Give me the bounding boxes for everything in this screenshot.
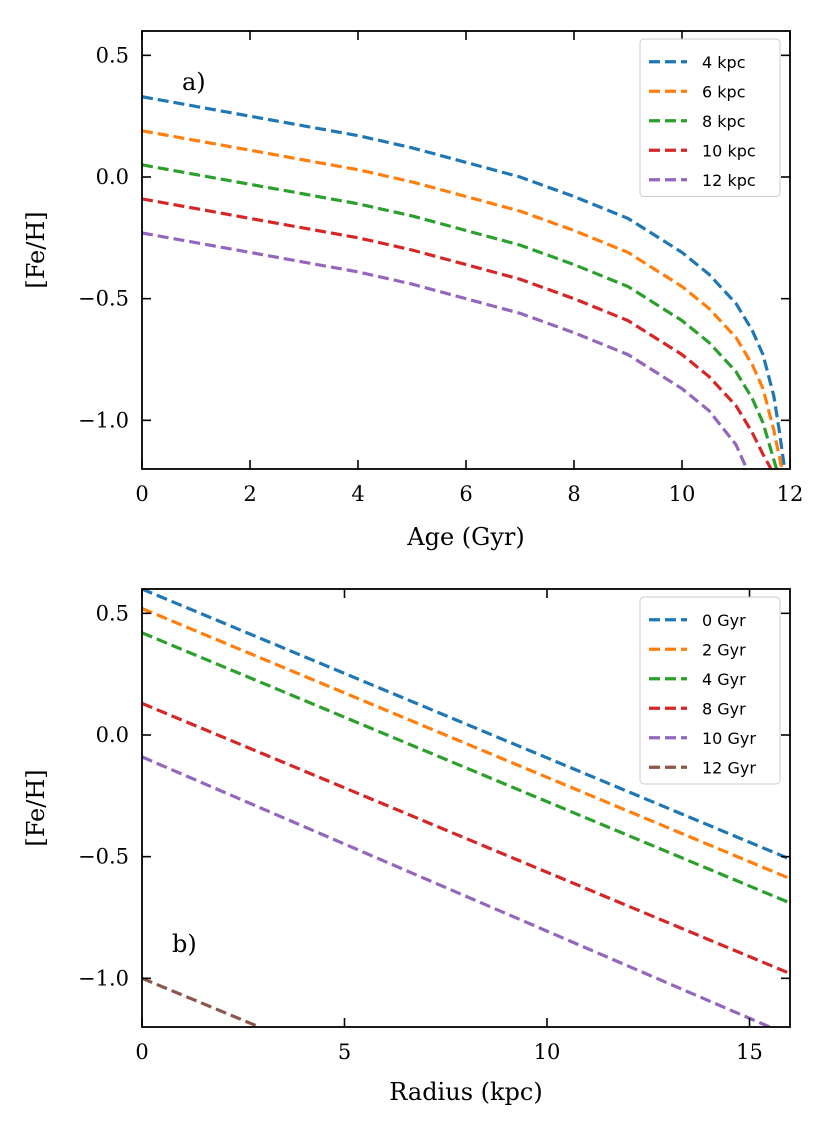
series-group: [142, 589, 790, 1027]
x-tick-label: 8: [567, 482, 580, 506]
y-tick-label: −0.5: [78, 287, 129, 311]
legend-label: 6 kpc: [702, 82, 745, 101]
series-line-12-kpc: [142, 231, 749, 469]
series-line-8-kpc: [142, 163, 779, 469]
series-line-10-gyr: [142, 755, 771, 1027]
series-line-4-kpc: [142, 95, 787, 469]
x-tick-label: 6: [459, 482, 472, 506]
legend-label: 2 Gyr: [702, 640, 746, 659]
x-tick-label: 0: [135, 1040, 148, 1064]
x-tick-label: 2: [243, 482, 256, 506]
legend-label: 8 kpc: [702, 112, 745, 131]
x-tick-label: 10: [669, 482, 696, 506]
y-tick-label: 0.0: [96, 165, 129, 189]
x-tick-label: 5: [338, 1040, 351, 1064]
panel-label: a): [182, 68, 206, 96]
x-tick-label: 10: [534, 1040, 561, 1064]
panel-a: 0 2 4 6 8 10 12 0.5 0.0 −0.5 −1.0 Age (Gyr) [Fe/H] a)…: [22, 30, 804, 551]
legend-label: 10 kpc: [702, 141, 756, 160]
series-group: [142, 95, 787, 469]
y-tick-label: −1.0: [78, 408, 129, 432]
series-line-4-gyr: [142, 631, 790, 905]
plot-frame: [141, 588, 791, 1028]
legend-label: 4 kpc: [702, 53, 745, 72]
x-tick-label: 4: [351, 482, 364, 506]
legend-label: 12 kpc: [702, 171, 756, 190]
y-tick-label: 0.5: [96, 43, 129, 67]
legend-label: 12 Gyr: [702, 758, 756, 777]
series-line-10-kpc: [142, 197, 773, 469]
x-axis-label: Radius (kpc): [389, 1078, 542, 1106]
y-tick-label: 0.5: [96, 601, 129, 625]
legend-label: 10 Gyr: [702, 729, 756, 748]
series-line-12-gyr: [142, 976, 261, 1027]
panel-label: b): [172, 930, 197, 958]
series-line-6-kpc: [142, 129, 784, 469]
y-tick-label: 0.0: [96, 723, 129, 747]
x-axis-label: Age (Gyr): [406, 523, 524, 551]
legend: 0 Gyr 2 Gyr 4 Gyr 8 Gyr 10 Gyr 12 Gyr: [639, 596, 781, 785]
y-tick-label: −1.0: [78, 966, 129, 990]
legend-label: 4 Gyr: [702, 670, 746, 689]
y-axis-label: [Fe/H]: [22, 211, 50, 288]
legend: 4 kpc 6 kpc 8 kpc 10 kpc 12 kpc: [639, 38, 781, 197]
legend-label: 8 Gyr: [702, 699, 746, 718]
x-tick-label: 12: [777, 482, 804, 506]
x-tick-label: 15: [736, 1040, 763, 1064]
x-tick-label: 0: [135, 482, 148, 506]
legend-label: 0 Gyr: [702, 611, 746, 630]
series-line-2-gyr: [142, 607, 790, 881]
legend-box: [639, 38, 781, 197]
series-line-0-gyr: [142, 589, 790, 861]
panel-b: 0 5 10 15 0.5 0.0 −0.5 −1.0 Radius (kpc) [Fe/H] b)…: [22, 588, 791, 1106]
y-axis-label: [Fe/H]: [22, 769, 50, 846]
y-tick-label: −0.5: [78, 845, 129, 869]
series-line-8-gyr: [142, 701, 790, 975]
